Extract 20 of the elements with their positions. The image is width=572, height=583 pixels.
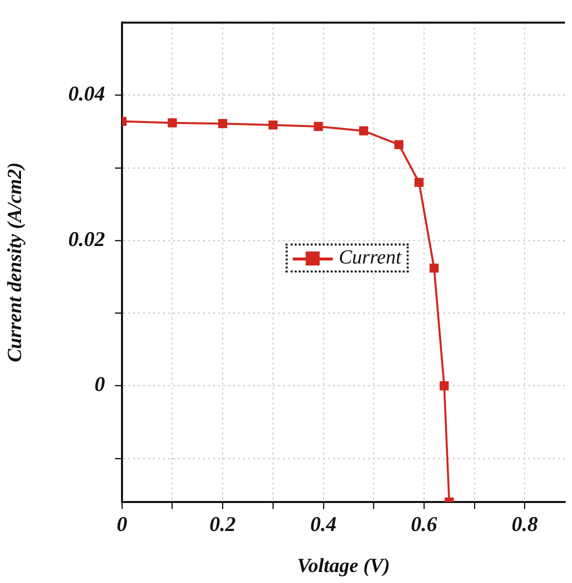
point [394, 140, 404, 150]
x-tick-label: 0.8 [512, 512, 538, 536]
point [440, 381, 449, 390]
x-axis-title: Voltage (V) [297, 555, 390, 578]
point [430, 264, 439, 273]
x-tick-label: 0.6 [410, 512, 438, 536]
legend-label: Current [338, 246, 402, 270]
y-axis-title: Current density (A/cm2) [4, 162, 26, 362]
point [359, 126, 368, 136]
y-tick-label: 0 [94, 372, 106, 396]
point [268, 120, 278, 130]
point [314, 122, 323, 132]
point [218, 119, 228, 128]
y-tick-label: 0.04 [68, 82, 105, 106]
x-tick-label: 0.2 [210, 512, 236, 536]
point [168, 118, 177, 128]
x-tick-label: 0.4 [310, 512, 336, 536]
y-tick-label: 0.02 [68, 226, 106, 251]
x-tick-label: 0 [116, 512, 128, 536]
point [414, 178, 424, 187]
